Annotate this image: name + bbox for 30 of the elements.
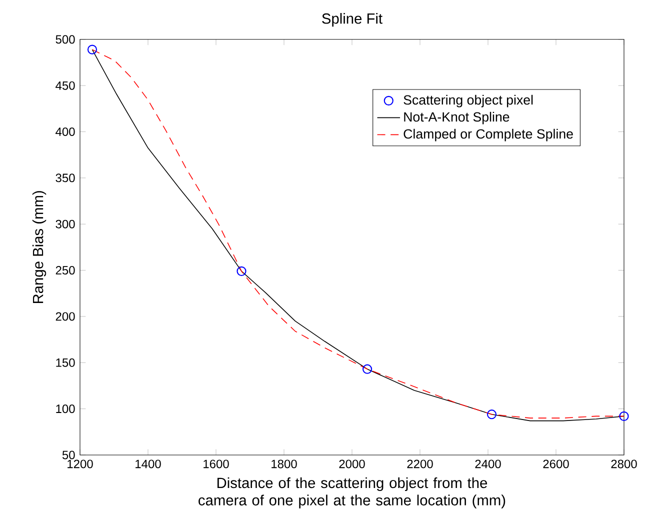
legend-label: Scattering object pixel: [404, 94, 533, 108]
x-tick-label: 1400: [136, 460, 161, 468]
legend-label: Clamped or Complete Spline: [404, 128, 573, 142]
y-tick-label: 50: [62, 450, 75, 460]
y-tick-label: 100: [56, 404, 75, 414]
x-tick-label: 2800: [611, 460, 637, 468]
point: [486, 410, 497, 420]
y-tick-label: 450: [56, 81, 75, 90]
point: [236, 266, 246, 276]
x-axis-title: Distance of the scattering object from the camera of one pixel at the same location (mm): [198, 477, 506, 508]
y-tick-label: 150: [56, 358, 75, 367]
y-tick-label: 400: [56, 127, 75, 136]
x-tick-label: 2600: [543, 460, 569, 468]
y-tick-label: 350: [56, 174, 75, 182]
y-tick-label: 500: [56, 35, 75, 44]
chart-title: Spline Fit: [322, 13, 382, 27]
point: [619, 411, 629, 421]
point: [362, 364, 372, 374]
y-tick-label: 250: [56, 266, 75, 275]
x-tick-label: 2200: [407, 460, 433, 468]
legend-label: Not-A-Knot Spline: [404, 112, 510, 124]
point: [87, 44, 98, 54]
x-tick-label: 2000: [339, 460, 365, 468]
x-tick-label: 2400: [475, 460, 501, 468]
y-tick-label: 200: [56, 312, 75, 321]
y-axis-title: Range Bias (mm): [32, 191, 46, 304]
x-tick-label: 1800: [272, 460, 297, 468]
y-tick-label: 300: [56, 220, 75, 228]
x-tick-label: 1600: [204, 460, 229, 468]
x-tick-label: 1200: [68, 460, 93, 468]
